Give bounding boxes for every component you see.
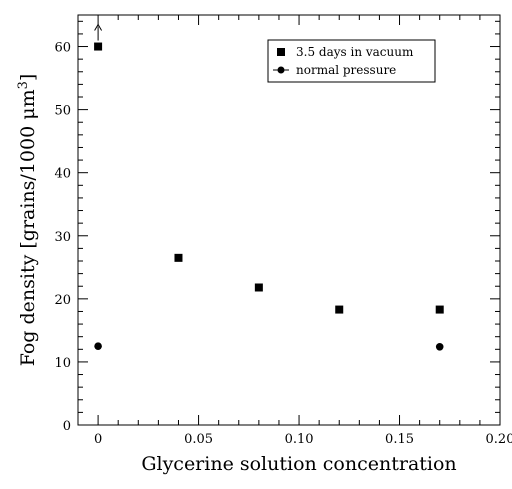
data-point-square	[94, 42, 103, 51]
data-point-square	[254, 283, 263, 292]
legend-box	[267, 39, 436, 83]
x-tick-label: 0.05	[184, 432, 213, 447]
data-point-square	[174, 253, 183, 262]
y-tick-label: 0	[63, 419, 71, 434]
y-axis-label-close: ]	[17, 74, 39, 81]
y-tick-label: 30	[54, 230, 71, 245]
y-axis-label-main: Fog density [grains/1000 μm	[17, 89, 39, 366]
y-tick-label: 10	[54, 356, 71, 371]
legend-marker-circle	[277, 66, 285, 74]
axis-ticks: 0 0.05 0.10 0.15 0.20 0 10 20 30 40 50 60	[54, 15, 512, 447]
y-tick-label: 60	[54, 41, 71, 56]
plot-frame	[77, 14, 501, 426]
y-axis-label-superscript: 3	[16, 81, 31, 89]
x-tick-label: 0	[94, 432, 102, 447]
data-marks	[94, 23, 444, 351]
y-tick-label: 40	[54, 167, 71, 182]
x-tick-label: 0.10	[285, 432, 314, 447]
limit-arrow-head	[94, 23, 103, 31]
data-point-square	[335, 305, 344, 314]
data-point-circle	[435, 342, 444, 351]
data-point-square	[435, 305, 444, 314]
legend-marker-square	[277, 48, 285, 56]
legend-label: normal pressure	[296, 63, 396, 77]
y-tick-label: 20	[54, 293, 71, 308]
x-tick-label: 0.15	[385, 432, 414, 447]
legend-label: 3.5 days in vacuum	[296, 45, 414, 59]
x-axis-label: Glycerine solution concentration	[141, 453, 456, 475]
x-tick-label: 0.20	[486, 432, 512, 447]
data-point-circle	[94, 342, 102, 350]
y-axis-label: Fog density [grains/1000 μm3]	[16, 74, 39, 367]
legend: 3.5 days in vacuum normal pressure	[267, 39, 436, 83]
y-tick-label: 50	[54, 104, 71, 119]
